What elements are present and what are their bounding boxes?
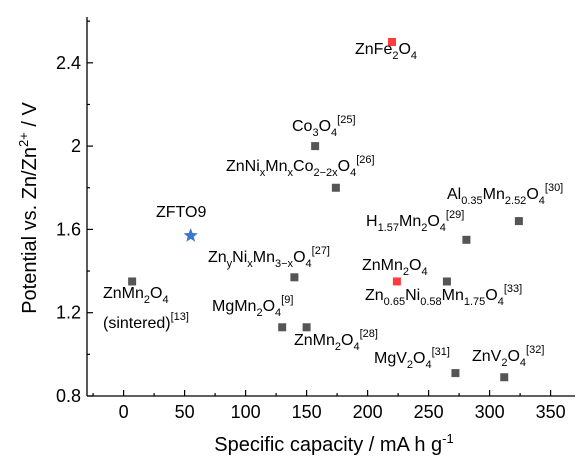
label-znnimnco: ZnNixMnxCo2−2xO4[26] <box>226 154 375 179</box>
x-tick-label: 200 <box>353 402 383 422</box>
label-zfto9: ZFTO9 <box>156 204 206 221</box>
square-point <box>388 37 396 46</box>
x-tick-label: 300 <box>475 402 505 422</box>
label-mgv2o4: MgV2O4[31] <box>374 346 450 371</box>
y-tick-label: 2.4 <box>56 53 81 73</box>
square-point <box>128 277 137 286</box>
x-tick-label: 250 <box>414 402 444 422</box>
square-point <box>514 217 523 226</box>
y-tick-label: 0.8 <box>56 386 81 406</box>
square-point <box>311 142 320 151</box>
ticks: 0 50 100 150 200 250 300 350 0.8 1.2 1.6 2 2.4 <box>56 20 566 422</box>
x-tick-label: 50 <box>175 402 195 422</box>
label-mgmn2o4: MgMn2O4[9] <box>212 294 293 319</box>
x-tick-label: 350 <box>536 402 566 422</box>
square-point <box>331 183 340 192</box>
square-point <box>462 235 471 244</box>
label-sintered: (sintered)[13] <box>103 311 189 332</box>
square-point <box>500 373 509 382</box>
data-points <box>128 37 523 382</box>
label-co3o4: Co3O4[25] <box>292 114 356 139</box>
label-hmn2o4: H1.57Mn2O4[29] <box>366 209 464 234</box>
label-znmn2o4-sintered: ZnMn2O4 <box>103 285 169 306</box>
square-point <box>451 369 460 378</box>
square-point <box>392 277 401 286</box>
square-point <box>442 277 451 286</box>
x-tick-label: 100 <box>231 402 261 422</box>
label-znynimn: ZnyNixMn3−xO4[27] <box>208 245 330 270</box>
x-axis-title: Specific capacity / mA h g-1 <box>214 431 453 456</box>
label-znfe2o4: ZnFe2O4 <box>355 41 417 62</box>
square-point <box>290 273 299 282</box>
axes <box>86 17 575 397</box>
point-labels: ZnFe2O4 Co3O4[25] ZnNixMnxCo2−2xO4[26] A… <box>103 41 563 371</box>
label-znnimn: Zn0.65Ni0.58Mn1.75O4[33] <box>365 283 522 308</box>
y-axis-title: Potential vs. Zn/Zn2+ / V <box>16 102 41 314</box>
x-tick-label: 150 <box>292 402 322 422</box>
square-point <box>278 323 287 332</box>
star-point <box>183 228 198 242</box>
y-tick-label: 1.6 <box>56 219 81 239</box>
label-almn2o4: Al0.35Mn2.52O4[30] <box>447 182 563 207</box>
square-point <box>302 323 311 332</box>
label-znmn2o4-28: ZnMn2O4[28] <box>294 328 378 353</box>
x-tick-label: 0 <box>119 402 129 422</box>
label-znmn2o4-red: ZnMn2O4 <box>362 257 428 278</box>
y-tick-label: 1.2 <box>56 303 81 323</box>
label-znv2o4: ZnV2O4[32] <box>472 344 544 369</box>
y-tick-label: 2 <box>71 136 81 156</box>
